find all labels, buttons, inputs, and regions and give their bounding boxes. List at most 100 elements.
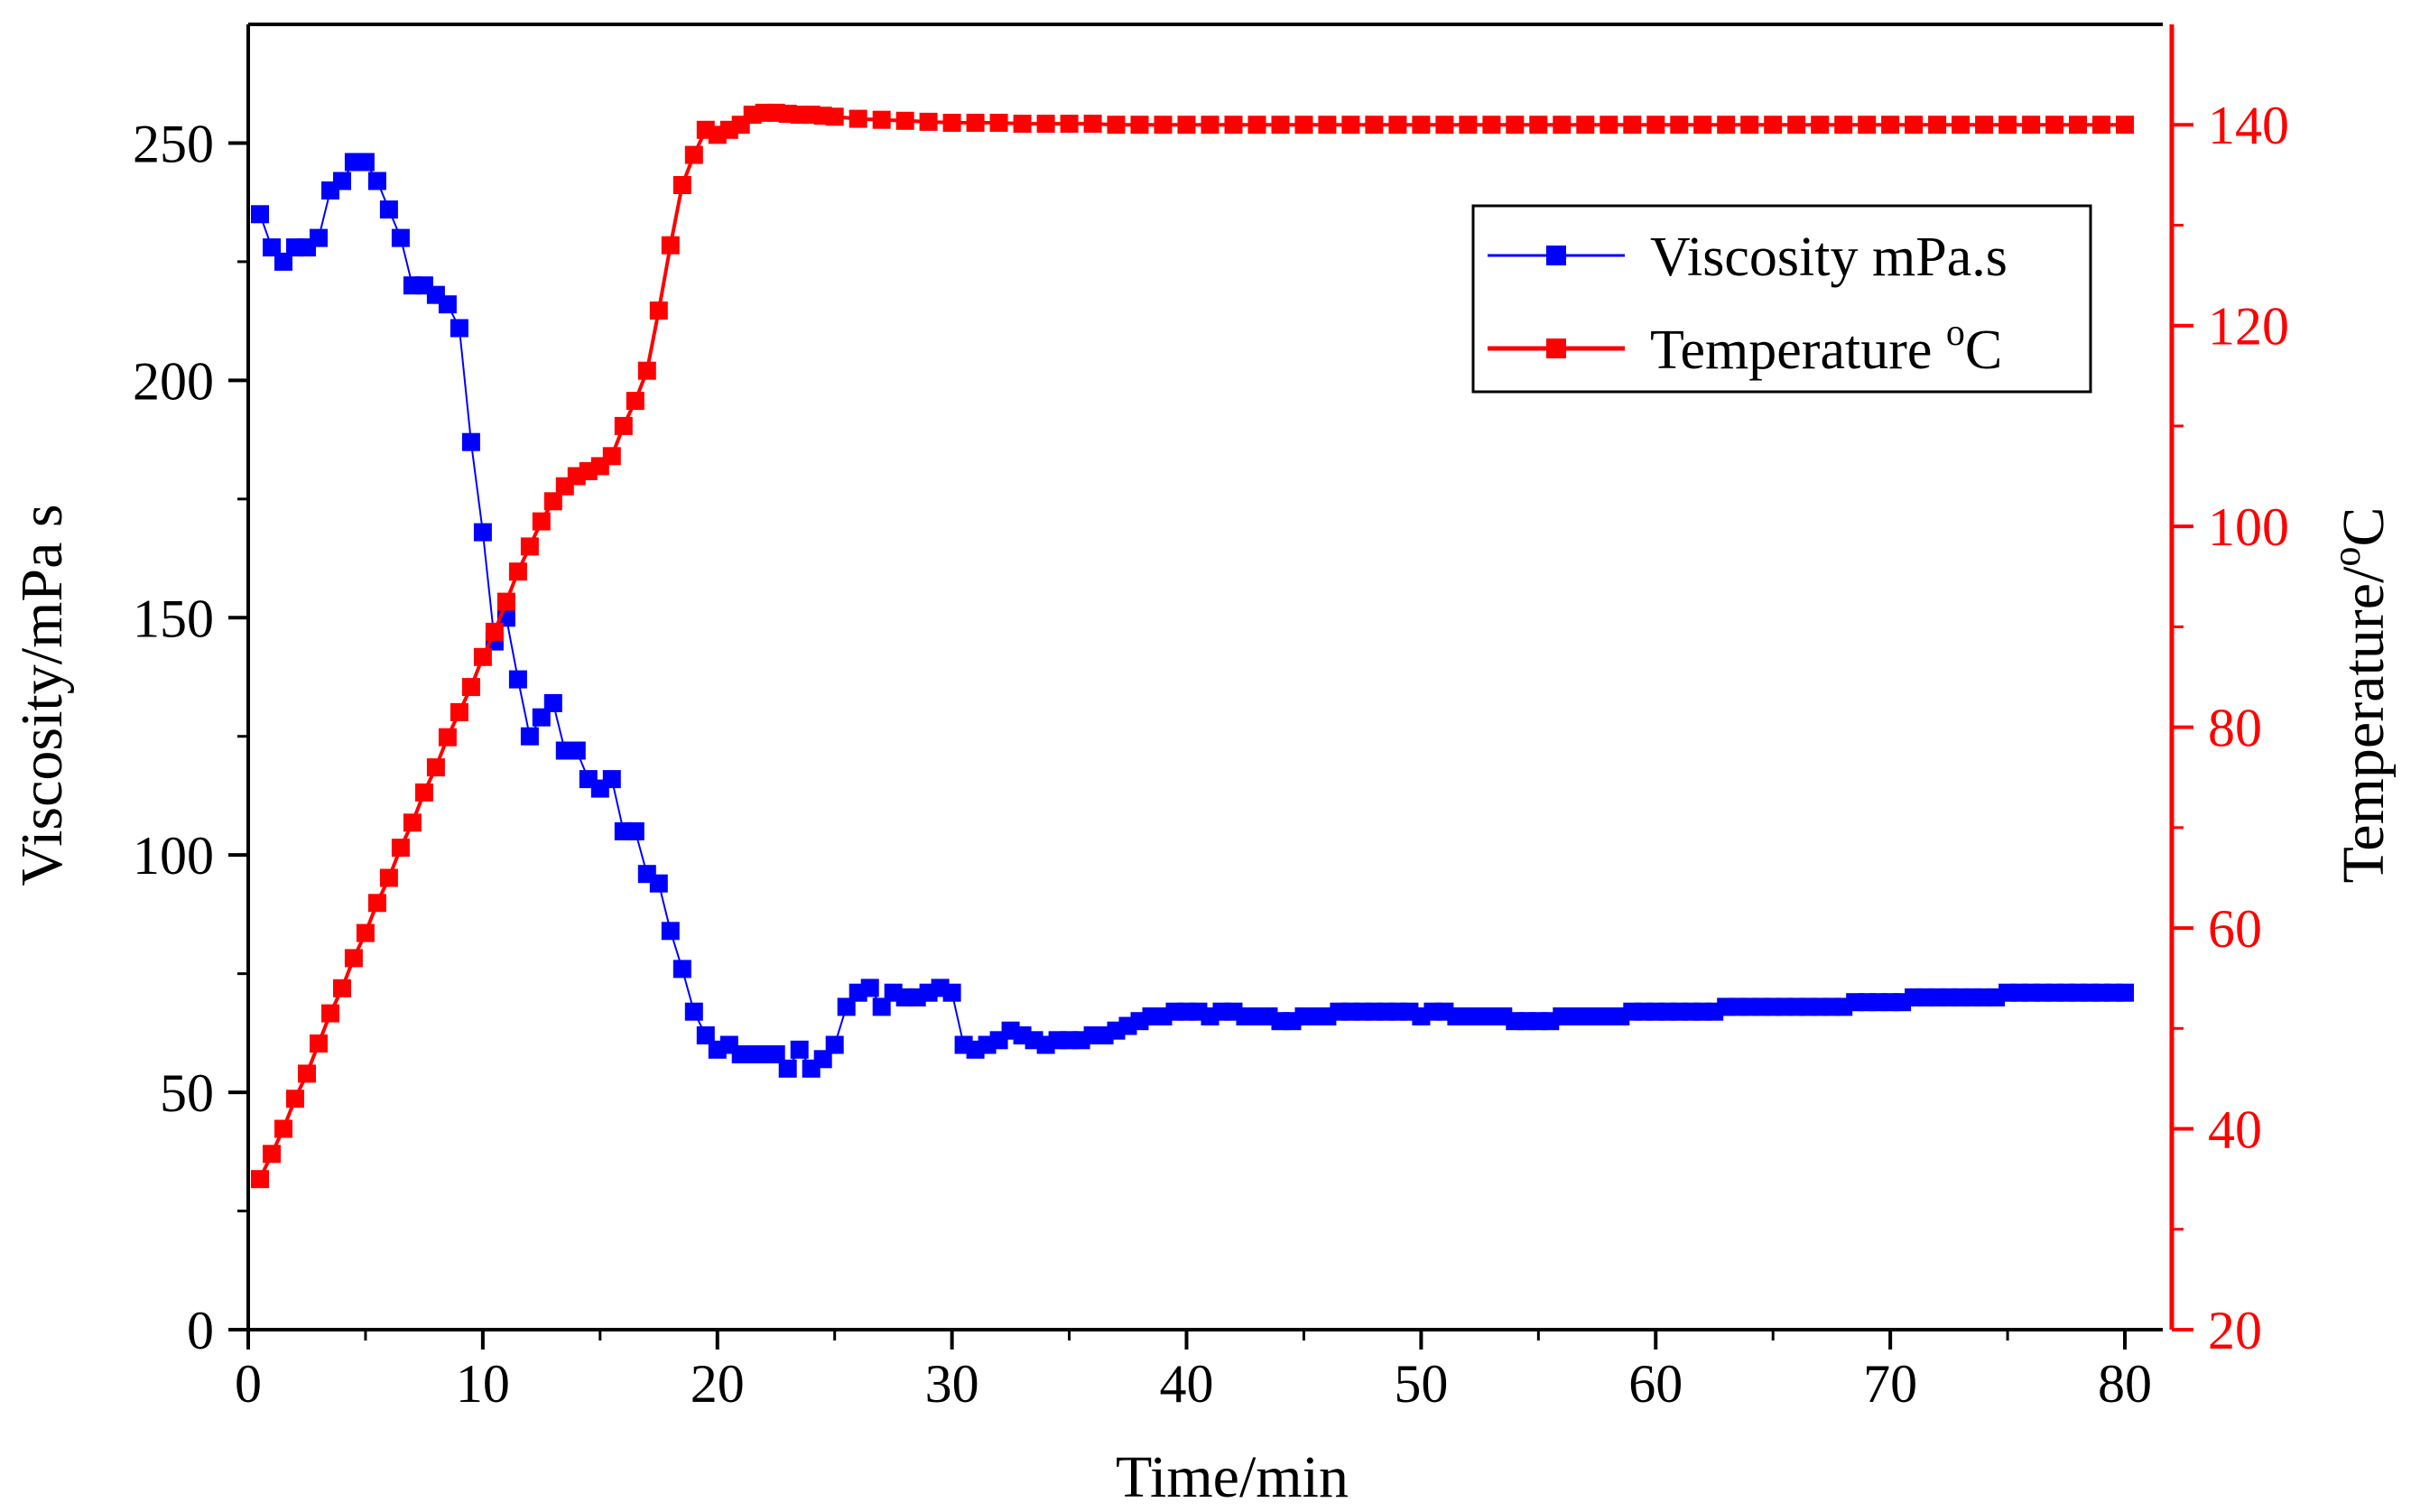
data-point (263, 1145, 281, 1164)
right-y-tick-label: 140 (2208, 96, 2289, 155)
data-point (1201, 116, 1219, 135)
data-point (684, 1002, 703, 1021)
data-point (333, 979, 351, 997)
data-point (1294, 116, 1313, 135)
data-point (251, 1170, 269, 1189)
legend-label-temperature-text: Temperature (1650, 320, 1946, 381)
data-point (1341, 116, 1360, 135)
data-point (672, 960, 691, 979)
data-point (989, 114, 1008, 132)
data-point (1881, 116, 1900, 135)
data-point (1858, 116, 1877, 135)
data-point (310, 1034, 328, 1053)
data-point (626, 821, 644, 840)
x-tick-label: 20 (691, 1354, 745, 1414)
data-point (1693, 116, 1712, 135)
data-point (532, 708, 551, 727)
data-point (1177, 116, 1196, 135)
data-point (2116, 116, 2134, 135)
data-point (1553, 116, 1572, 135)
left-y-tick-label: 0 (187, 1301, 214, 1360)
data-point (426, 758, 445, 777)
data-point (356, 153, 375, 172)
data-point (1154, 116, 1173, 135)
data-point (1388, 116, 1407, 135)
right-y-axis-title-unit: C (2331, 507, 2397, 547)
series-layer (251, 103, 2134, 1189)
data-point (485, 622, 504, 641)
data-point (1435, 116, 1454, 135)
data-point (1952, 116, 1971, 135)
data-point (661, 236, 680, 255)
x-tick-label: 30 (925, 1354, 979, 1414)
data-point (310, 228, 328, 247)
data-point (543, 492, 562, 511)
axes-layer: 0 10 20 30 40 50 60 70 80 0 50 100 150 200 250 20 40 60 80… (133, 23, 2289, 1414)
data-point (508, 562, 527, 581)
data-point (1412, 116, 1431, 135)
legend-marker-viscosity (1546, 246, 1566, 265)
data-point (1130, 116, 1149, 135)
data-point (1623, 116, 1642, 135)
right-y-tick-label: 20 (2208, 1301, 2262, 1360)
legend-item-temperature: Temperature oC (1488, 312, 2002, 381)
data-point (2092, 116, 2110, 135)
data-point (649, 874, 668, 893)
data-point (790, 1040, 809, 1059)
legend-label-temperature: Temperature oC (1650, 312, 2002, 381)
data-point (1740, 116, 1759, 135)
data-point (614, 416, 633, 435)
data-point (1506, 116, 1525, 135)
data-point (1717, 116, 1736, 135)
data-point (473, 647, 492, 666)
data-point (414, 783, 433, 802)
data-point (379, 200, 398, 219)
data-point (872, 997, 891, 1016)
data-point (942, 983, 961, 1002)
data-point (1529, 116, 1548, 135)
data-point (2045, 116, 2064, 135)
data-point (766, 1045, 785, 1063)
data-point (298, 1064, 316, 1083)
left-y-tick-label: 100 (133, 826, 214, 886)
data-point (1060, 115, 1079, 134)
data-point (696, 1026, 715, 1044)
data-point (1013, 115, 1032, 134)
left-y-tick-label: 50 (160, 1063, 214, 1123)
x-tick-label: 50 (1394, 1354, 1448, 1414)
data-point (825, 107, 844, 126)
data-point (532, 512, 551, 531)
data-point (626, 392, 644, 411)
data-point (286, 1090, 304, 1108)
right-y-tick-label: 120 (2208, 297, 2289, 357)
data-point (1670, 116, 1689, 135)
data-point (461, 432, 480, 451)
data-point (1600, 116, 1618, 135)
data-point (321, 1004, 339, 1023)
left-y-tick-label: 150 (133, 589, 214, 648)
right-y-tick-label: 60 (2208, 899, 2262, 959)
data-point (1482, 116, 1501, 135)
data-point (403, 813, 422, 832)
x-tick-label: 70 (1863, 1354, 1917, 1414)
data-point (473, 523, 492, 542)
data-point (602, 770, 621, 789)
data-point (1576, 116, 1595, 135)
right-y-axis-title-degree: o (2324, 547, 2369, 567)
data-point (438, 728, 457, 747)
data-point (496, 592, 515, 611)
right-y-tick-label: 80 (2208, 699, 2262, 758)
data-point (602, 447, 621, 466)
data-point (1365, 116, 1384, 135)
data-point (391, 839, 410, 858)
data-point (543, 693, 562, 712)
data-point (274, 252, 292, 271)
series-viscosity (251, 153, 2134, 1078)
data-point (344, 949, 363, 968)
data-point (1646, 116, 1665, 135)
left-y-tick-label: 250 (133, 114, 214, 173)
data-point (520, 727, 539, 746)
data-point (1036, 115, 1055, 134)
data-point (2069, 116, 2087, 135)
data-point (942, 114, 961, 132)
